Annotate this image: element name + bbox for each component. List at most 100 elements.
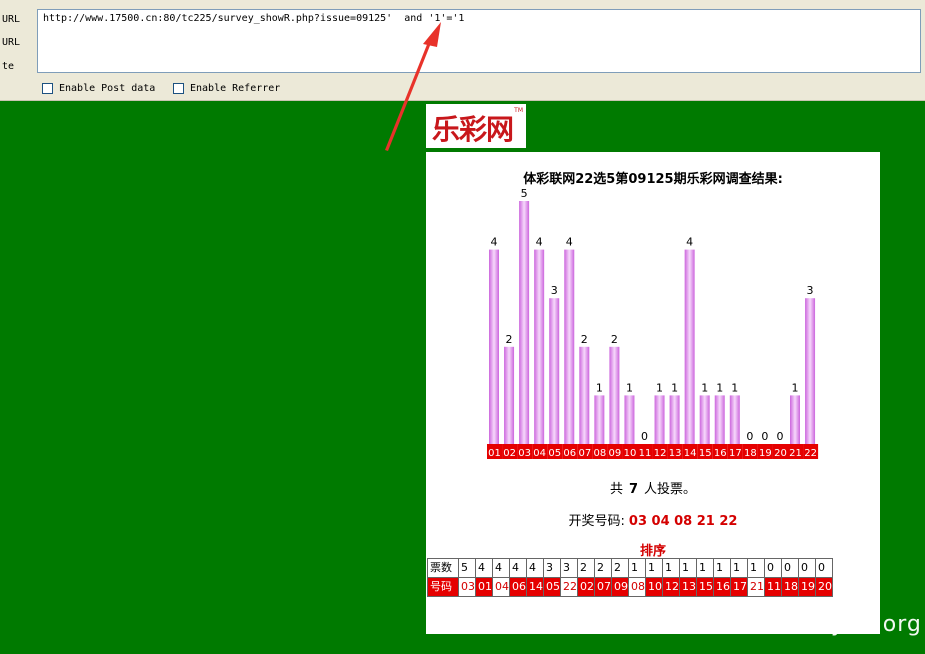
votes-header: 票数: [427, 558, 459, 578]
votes-cell: 2: [611, 558, 629, 578]
bar-value-label: 1: [626, 381, 633, 394]
category-label: 17: [729, 448, 742, 459]
bar-value-label: 0: [641, 430, 648, 443]
category-label-bg: [562, 444, 578, 459]
category-label-bg: [577, 444, 593, 459]
enable-referrer-label: Enable Referrer: [190, 82, 281, 94]
bar-02: [504, 346, 515, 444]
category-label: 20: [774, 448, 787, 459]
category-label-bg: [532, 444, 548, 459]
split-url-label[interactable]: URL: [2, 37, 21, 48]
votes-cell: 5: [458, 558, 476, 578]
category-label-bg: [712, 444, 728, 459]
number-cell: 15: [696, 577, 714, 597]
bar-value-label: 4: [686, 236, 693, 249]
number-cell: 08: [628, 577, 646, 597]
hackbar-toolbar: URL URL te http://www.17500.cn:80/tc225/…: [0, 0, 925, 101]
bar-value-label: 1: [596, 381, 603, 394]
numbers-row: 号码 03 01 04 06 14 05 22 02 07 09 08 10 12 13 15 16 17 21 1…: [427, 577, 833, 597]
votes-cell: 4: [492, 558, 510, 578]
votes-cell: 1: [662, 558, 680, 578]
bar-22: [805, 298, 816, 444]
category-label: 04: [533, 448, 546, 459]
category-label-bg: [607, 444, 623, 459]
load-url-label[interactable]: URL: [2, 14, 21, 25]
draw-numbers: 03 04 08 21 22: [628, 514, 738, 529]
lecai-logo[interactable]: 乐彩网 TM: [426, 104, 526, 148]
votes-cell: 1: [747, 558, 765, 578]
sort-title: 排序: [639, 544, 666, 559]
category-label-bg: [667, 444, 683, 459]
enable-post-checkbox[interactable]: Enable Post data: [42, 81, 155, 95]
number-cell: 14: [526, 577, 544, 597]
bar-value-label: 0: [761, 430, 768, 443]
voters-prefix: 共: [609, 482, 623, 497]
category-label: 14: [684, 448, 697, 459]
checkbox-box[interactable]: [173, 82, 184, 94]
category-label: 13: [669, 448, 682, 459]
votes-cell: 1: [696, 558, 714, 578]
category-label: 09: [609, 448, 622, 459]
number-cell: 11: [764, 577, 782, 597]
survey-result-panel: 4 01 2 02 5 03 4 04 3 05 4 06 2 07 1 08 2 09 1 10 0 11 1 12 1 13 4…: [426, 152, 880, 634]
bar-16: [714, 395, 725, 444]
execute-label[interactable]: te: [2, 61, 15, 72]
votes-cell: 3: [543, 558, 561, 578]
votes-cell: 0: [815, 558, 833, 578]
bar-value-label: 2: [581, 333, 588, 346]
number-cell: 16: [713, 577, 731, 597]
category-label: 16: [714, 448, 727, 459]
number-cell: 13: [679, 577, 697, 597]
category-label-bg: [487, 444, 503, 459]
number-cell: 04: [492, 577, 510, 597]
bar-21: [790, 395, 800, 444]
number-cell: 02: [577, 577, 595, 597]
votes-cell: 2: [594, 558, 612, 578]
bar-value-label: 0: [776, 430, 783, 443]
bar-value-label: 5: [521, 187, 528, 200]
votes-cell: 2: [577, 558, 595, 578]
bar-value-label: 1: [731, 381, 738, 394]
number-cell: 21: [747, 577, 765, 597]
bar-01: [489, 249, 499, 444]
bar-15: [699, 395, 710, 444]
number-cell: 12: [662, 577, 680, 597]
number-cell: 03: [458, 577, 476, 597]
category-label: 15: [699, 448, 712, 459]
number-cell: 22: [560, 577, 578, 597]
category-label: 12: [654, 448, 667, 459]
draw-numbers-line: 开奖号码: 03 04 08 21 22: [426, 510, 880, 529]
category-label: 10: [624, 448, 637, 459]
bar-value-label: 1: [671, 381, 678, 394]
url-input[interactable]: http://www.17500.cn:80/tc225/survey_show…: [37, 9, 921, 73]
bar-value-label: 0: [746, 430, 753, 443]
bar-03: [519, 201, 530, 444]
voter-count-line: 共 7 人投票。: [426, 478, 880, 497]
category-label-bg: [803, 444, 819, 459]
number-cell: 20: [815, 577, 833, 597]
draw-label: 开奖号码:: [568, 514, 625, 529]
category-label: 05: [548, 448, 561, 459]
enable-post-label: Enable Post data: [59, 82, 156, 94]
voters-suffix: 人投票。: [644, 482, 697, 497]
votes-cell: 0: [764, 558, 782, 578]
bar-04: [534, 249, 545, 444]
checkbox-box[interactable]: [42, 82, 53, 94]
category-label: 06: [563, 448, 576, 459]
votes-cell: 1: [730, 558, 748, 578]
trademark-mark: TM: [514, 107, 523, 114]
bar-05: [549, 298, 560, 444]
number-cell: 10: [645, 577, 663, 597]
category-label-bg: [682, 444, 698, 459]
bar-10: [624, 395, 635, 444]
bar-12: [654, 395, 665, 444]
bar-value-label: 4: [491, 236, 498, 249]
bar-value-label: 1: [656, 381, 663, 394]
category-label: 18: [744, 448, 757, 459]
enable-referrer-checkbox[interactable]: Enable Referrer: [173, 81, 280, 95]
category-label-bg: [652, 444, 668, 459]
category-label: 11: [639, 448, 652, 459]
category-label-bg: [547, 444, 563, 459]
category-label: 02: [503, 448, 516, 459]
